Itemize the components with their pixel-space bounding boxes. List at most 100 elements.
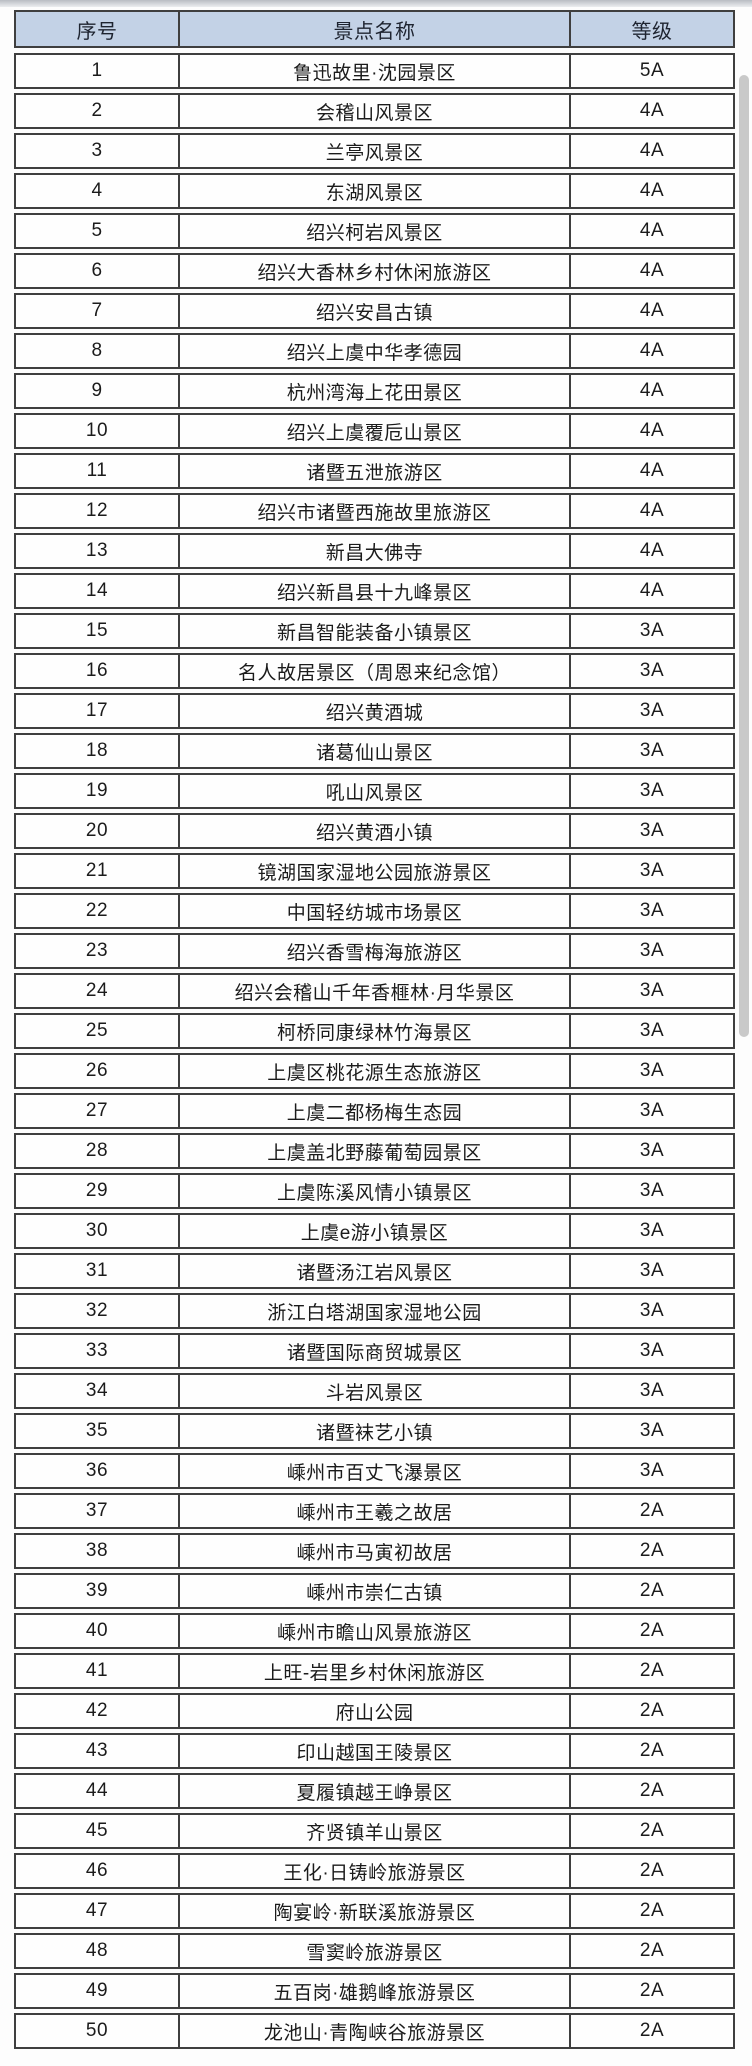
cell-index: 38 xyxy=(16,1535,180,1567)
table-row: 33 诸暨国际商贸城景区 3A xyxy=(14,1333,735,1369)
cell-grade: 3A xyxy=(639,1380,665,1401)
cell-name: 新昌大佛寺 xyxy=(180,535,571,567)
cell-grade: 2A xyxy=(639,1820,665,1841)
table-row: 10 绍兴上虞覆卮山景区 4A xyxy=(14,413,735,449)
table-row: 8 绍兴上虞中华孝德园 4A xyxy=(14,333,735,369)
column-header-index: 序号 xyxy=(16,12,180,46)
cell-index: 11 xyxy=(16,455,180,487)
table-row: 19 吼山风景区 3A xyxy=(14,773,735,809)
table-row: 27 上虞二都杨梅生态园 3A xyxy=(14,1093,735,1129)
cell-index: 25 xyxy=(16,1015,180,1047)
cell-grade: 3A xyxy=(639,1300,665,1321)
table-row: 22 中国轻纺城市场景区 3A xyxy=(14,893,735,929)
table-row: 26 上虞区桃花源生态旅游区 3A xyxy=(14,1053,735,1089)
table-row: 24 绍兴会稽山千年香榧林·月华景区 3A xyxy=(14,973,735,1009)
table-row: 29 上虞陈溪风情小镇景区 3A xyxy=(14,1173,735,1209)
cell-grade: 3A xyxy=(639,940,665,961)
cell-grade: 2A xyxy=(639,1860,665,1881)
scrollbar-thumb[interactable] xyxy=(739,75,749,1037)
cell-grade: 4A xyxy=(639,460,665,481)
cell-index: 47 xyxy=(16,1895,180,1927)
cell-name: 绍兴上虞中华孝德园 xyxy=(180,335,571,367)
table-row: 28 上虞盖北野藤葡萄园景区 3A xyxy=(14,1133,735,1169)
cell-index: 42 xyxy=(16,1695,180,1727)
table-row: 2 会稽山风景区 4A xyxy=(14,93,735,129)
cell-name: 绍兴安昌古镇 xyxy=(180,295,571,327)
cell-name: 嵊州市马寅初故居 xyxy=(180,1535,571,1567)
table-row: 5 绍兴柯岩风景区 4A xyxy=(14,213,735,249)
cell-name: 诸暨国际商贸城景区 xyxy=(180,1335,571,1367)
cell-name: 嵊州市王羲之故居 xyxy=(180,1495,571,1527)
table-row: 18 诸葛仙山景区 3A xyxy=(14,733,735,769)
table-row: 12 绍兴市诸暨西施故里旅游区 4A xyxy=(14,493,735,529)
cell-index: 46 xyxy=(16,1855,180,1887)
cell-name: 上虞e游小镇景区 xyxy=(180,1215,571,1247)
table-row: 9 杭州湾海上花田景区 4A xyxy=(14,373,735,409)
cell-grade: 4A xyxy=(639,340,665,361)
cell-name: 吼山风景区 xyxy=(180,775,571,807)
cell-name: 上虞二都杨梅生态园 xyxy=(180,1095,571,1127)
table-row: 45 齐贤镇羊山景区 2A xyxy=(14,1813,735,1849)
cell-grade: 2A xyxy=(639,1740,665,1761)
cell-grade: 3A xyxy=(639,980,665,1001)
cell-grade: 3A xyxy=(639,860,665,881)
cell-name: 上虞区桃花源生态旅游区 xyxy=(180,1055,571,1087)
cell-index: 16 xyxy=(16,655,180,687)
cell-index: 18 xyxy=(16,735,180,767)
cell-name: 绍兴会稽山千年香榧林·月华景区 xyxy=(180,975,571,1007)
cell-index: 22 xyxy=(16,895,180,927)
cell-grade: 2A xyxy=(639,2020,665,2041)
table-row: 21 镜湖国家湿地公园旅游景区 3A xyxy=(14,853,735,889)
table-row: 7 绍兴安昌古镇 4A xyxy=(14,293,735,329)
table-row: 13 新昌大佛寺 4A xyxy=(14,533,735,569)
cell-name: 府山公园 xyxy=(180,1695,571,1727)
table-row: 31 诸暨汤江岩风景区 3A xyxy=(14,1253,735,1289)
cell-name: 夏履镇越王峥景区 xyxy=(180,1775,571,1807)
table-row: 37 嵊州市王羲之故居 2A xyxy=(14,1493,735,1529)
column-header-grade: 等级 xyxy=(631,20,673,43)
table-header-row: 序号 景点名称 等级 xyxy=(14,10,735,48)
cell-grade: 4A xyxy=(639,100,665,121)
cell-name: 绍兴黄酒城 xyxy=(180,695,571,727)
table-row: 1 鲁迅故里·沈园景区 5A xyxy=(14,53,735,89)
cell-grade: 3A xyxy=(639,900,665,921)
cell-name: 绍兴大香林乡村休闲旅游区 xyxy=(180,255,571,287)
cell-name: 陶宴岭·新联溪旅游景区 xyxy=(180,1895,571,1927)
cell-index: 6 xyxy=(16,255,180,287)
cell-index: 10 xyxy=(16,415,180,447)
cell-name: 绍兴上虞覆卮山景区 xyxy=(180,415,571,447)
cell-index: 12 xyxy=(16,495,180,527)
cell-grade: 4A xyxy=(639,540,665,561)
cell-name: 绍兴市诸暨西施故里旅游区 xyxy=(180,495,571,527)
cell-grade: 4A xyxy=(639,180,665,201)
table-row: 38 嵊州市马寅初故居 2A xyxy=(14,1533,735,1569)
cell-name: 兰亭风景区 xyxy=(180,135,571,167)
table-row: 44 夏履镇越王峥景区 2A xyxy=(14,1773,735,1809)
cell-name: 上虞盖北野藤葡萄园景区 xyxy=(180,1135,571,1167)
cell-index: 49 xyxy=(16,1975,180,2007)
cell-index: 35 xyxy=(16,1415,180,1447)
cell-index: 37 xyxy=(16,1495,180,1527)
cell-index: 24 xyxy=(16,975,180,1007)
cell-index: 32 xyxy=(16,1295,180,1327)
cell-name: 名人故居景区（周恩来纪念馆） xyxy=(180,655,571,687)
table-row: 41 上旺-岩里乡村休闲旅游区 2A xyxy=(14,1653,735,1689)
cell-grade: 3A xyxy=(639,780,665,801)
cell-grade: 4A xyxy=(639,420,665,441)
table-row: 39 嵊州市崇仁古镇 2A xyxy=(14,1573,735,1609)
cell-grade: 4A xyxy=(639,580,665,601)
cell-index: 27 xyxy=(16,1095,180,1127)
cell-grade: 3A xyxy=(639,1020,665,1041)
cell-grade: 2A xyxy=(639,1620,665,1641)
cell-index: 44 xyxy=(16,1775,180,1807)
table-row: 48 雪窦岭旅游景区 2A xyxy=(14,1933,735,1969)
table-row: 42 府山公园 2A xyxy=(14,1693,735,1729)
cell-name: 王化·日铸岭旅游景区 xyxy=(180,1855,571,1887)
table-row: 40 嵊州市瞻山风景旅游区 2A xyxy=(14,1613,735,1649)
table-row: 30 上虞e游小镇景区 3A xyxy=(14,1213,735,1249)
cell-index: 23 xyxy=(16,935,180,967)
cell-index: 43 xyxy=(16,1735,180,1767)
cell-index: 4 xyxy=(16,175,180,207)
cell-name: 雪窦岭旅游景区 xyxy=(180,1935,571,1967)
cell-grade: 3A xyxy=(639,1100,665,1121)
